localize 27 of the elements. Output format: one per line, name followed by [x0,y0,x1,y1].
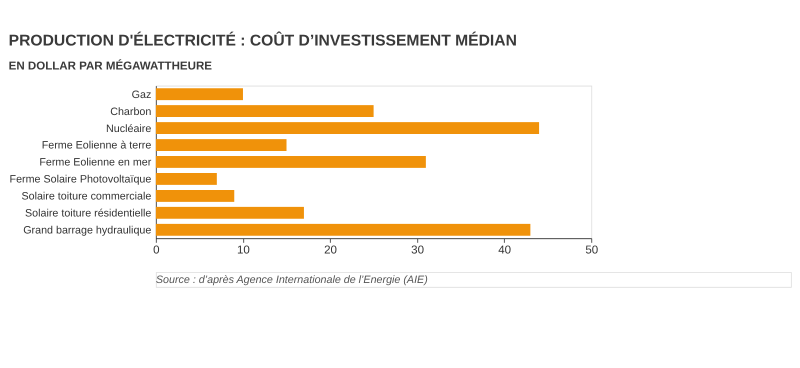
y-tick-label: Ferme Eolienne en mer [39,156,152,169]
bar [156,122,540,134]
y-tick-label: Ferme Eolienne à terre [42,140,152,152]
source-note: Source : d’après Agence Internationale de l’Energie (AIE) [156,274,428,286]
bar [156,88,243,100]
y-tick-label: Solaire toiture commerciale [21,190,152,203]
y-tick-label: Grand barrage hydraulique [23,224,152,236]
bar [156,224,530,236]
x-tick-label: 10 [236,244,250,257]
bar [156,172,217,185]
y-tick-label: Nucléaire [106,122,152,135]
bar [156,206,304,219]
chart-subtitle: EN DOLLAR PAR MÉGAWATTHEURE [8,58,212,73]
bar [156,156,426,168]
x-tick-label: 20 [324,244,337,257]
bar [156,105,374,118]
y-tick-label: Ferme Solaire Photovoltaïque [10,174,152,186]
chart-title: PRODUCTION D'ÉLECTRICITÉ : COÛT D’INVESTISSEMENT MÉDIAN [8,30,517,50]
x-tick-label: 50 [585,244,598,257]
x-tick-label: 40 [498,244,512,257]
x-tick-label: 0 [153,244,160,257]
y-tick-label: Charbon [110,106,152,118]
y-tick-label: Solaire toiture résidentielle [25,208,152,220]
bar [156,139,287,151]
y-tick-label: Gaz [132,88,152,101]
x-tick-label: 30 [411,244,424,257]
bar [156,190,234,202]
